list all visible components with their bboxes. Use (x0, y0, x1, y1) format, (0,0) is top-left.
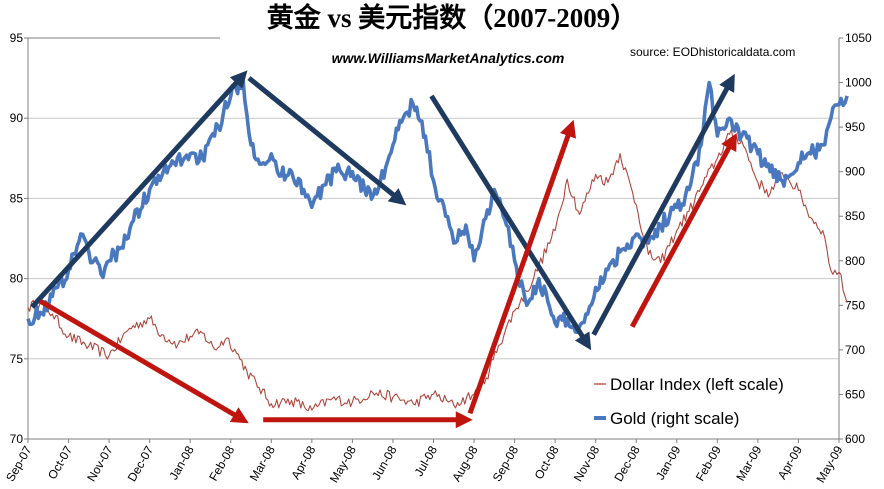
x-tick-label: Jun-08 (369, 443, 400, 482)
left-tick-label: 80 (10, 272, 24, 286)
x-tick-label: Sep-07 (3, 443, 35, 484)
left-tick-label: 90 (10, 111, 24, 125)
x-tick-label: Oct-08 (532, 443, 562, 481)
x-tick-label: Jan-08 (166, 443, 197, 482)
right-tick-label: 1000 (845, 76, 872, 90)
x-tick-label: Feb-08 (206, 443, 237, 483)
right-tick-label: 850 (845, 209, 865, 223)
dollar-index-series-line (27, 129, 848, 412)
x-tick-label: Apr-08 (288, 443, 318, 481)
right-tick-label: 750 (845, 298, 865, 312)
x-tick-label: Nov-07 (84, 443, 116, 484)
legend: Dollar Index (left scale) Gold (right sc… (594, 375, 784, 428)
legend-label-gold: Gold (right scale) (610, 409, 739, 428)
x-tick-label: Jan-09 (653, 443, 684, 482)
gold-downtrend-arrow-2 (429, 94, 592, 351)
x-tick-label: Sep-08 (490, 443, 522, 484)
x-tick-label: Apr-09 (775, 443, 805, 481)
source-label: source: EODhistoricaldata.com (630, 45, 795, 59)
right-tick-label: 600 (845, 432, 865, 446)
left-tick-label: 75 (10, 352, 24, 366)
gold-uptrend-arrow-1 (30, 70, 248, 309)
left-tick-label: 95 (10, 31, 24, 45)
gold-series-line (26, 76, 849, 334)
dollar-uptrend-arrow-2 (629, 133, 737, 328)
x-tick-label: Dec-08 (611, 443, 643, 484)
gold-downtrend-arrow-1 (247, 76, 407, 206)
x-axis-ticks: Sep-07 Oct-07 Nov-07 Dec-07 Jan-08 Feb-08 Mar-… (3, 439, 846, 485)
x-tick-label: Nov-08 (571, 443, 603, 484)
chart-subtitle: www.WilliamsMarketAnalytics.com (332, 50, 565, 66)
x-tick-label: Dec-07 (125, 443, 157, 484)
dollar-uptrend-arrow-1 (467, 119, 576, 415)
x-tick-label: Mar-08 (247, 443, 278, 483)
right-tick-label: 800 (845, 254, 865, 268)
gridlines (28, 117, 839, 360)
right-tick-label: 700 (845, 343, 865, 357)
chart-title: 黄金 vs 美元指数（2007-2009） (267, 2, 638, 33)
x-tick-label: Jul-08 (412, 443, 441, 479)
right-y-axis-ticks: 600 650 700 750 800 850 900 950 1000 1050 (839, 31, 872, 446)
right-tick-label: 900 (845, 165, 865, 179)
x-tick-label: Aug-08 (449, 443, 481, 484)
x-tick-label: May-09 (813, 443, 845, 485)
x-tick-label: Mar-09 (733, 443, 764, 483)
left-tick-label: 85 (10, 191, 24, 205)
x-tick-label: Oct-07 (45, 443, 75, 481)
gold-uptrend-arrow-2 (591, 73, 735, 336)
dollar-downtrend-arrow (38, 298, 249, 424)
series-lines (26, 76, 849, 412)
x-tick-label: Feb-09 (693, 443, 724, 483)
right-tick-label: 1050 (845, 31, 872, 45)
x-tick-label: May-08 (327, 443, 359, 485)
trend-arrows (30, 70, 737, 429)
right-tick-label: 950 (845, 120, 865, 134)
legend-label-dollar: Dollar Index (left scale) (610, 375, 784, 394)
left-y-axis-ticks: 70 75 80 85 90 95 (10, 31, 28, 446)
left-tick-label: 70 (10, 432, 24, 446)
right-tick-label: 650 (845, 387, 865, 401)
